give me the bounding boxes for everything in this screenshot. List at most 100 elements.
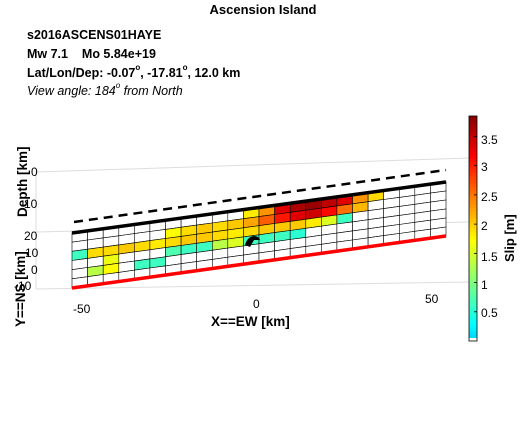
colorbar-step xyxy=(469,249,477,254)
degree-mark: o xyxy=(115,81,121,90)
y-tick: 0 xyxy=(31,263,38,277)
colorbar-step xyxy=(469,214,477,219)
mw-label: Mw 7.1 xyxy=(27,47,68,61)
colorbar-step xyxy=(469,200,477,205)
colorbar-step xyxy=(469,210,477,215)
colorbar-step xyxy=(469,140,477,145)
colorbar-step xyxy=(469,305,477,310)
colorbar-tick: 2 xyxy=(481,219,488,233)
colorbar-step xyxy=(469,168,477,173)
colorbar-step xyxy=(469,316,477,321)
colorbar-tick: 2.5 xyxy=(481,190,498,204)
colorbar-step xyxy=(469,161,477,166)
view-prefix: View angle: 184 xyxy=(27,84,116,99)
colorbar-step xyxy=(469,312,477,317)
colorbar-step xyxy=(469,221,477,226)
x-tick: 0 xyxy=(253,297,260,311)
colorbar-step xyxy=(469,242,477,247)
colorbar-step xyxy=(469,119,477,124)
colorbar-step xyxy=(469,137,477,142)
z-tick: 20 xyxy=(24,229,38,243)
magnitude-line: Mw 7.1 Mo 5.84e+19 xyxy=(27,47,156,61)
colorbar-step xyxy=(469,126,477,131)
surface-trace xyxy=(73,168,447,224)
colorbar-step xyxy=(469,295,477,300)
slip-cells xyxy=(71,181,447,289)
colorbar-step xyxy=(469,288,477,293)
colorbar-step xyxy=(469,133,477,138)
colorbar-tick: 1 xyxy=(481,278,488,292)
y-tick: -10 xyxy=(14,279,32,293)
box-edge xyxy=(35,157,471,173)
colorbar-step xyxy=(469,253,477,258)
fault-bottom-edge xyxy=(71,234,447,290)
colorbar-step xyxy=(469,298,477,303)
colorbar-step xyxy=(469,179,477,184)
colorbar-step xyxy=(469,309,477,314)
colorbar-tick: 3 xyxy=(481,160,488,174)
colorbar-step xyxy=(469,144,477,149)
view-angle-line: View angle: 184o from North xyxy=(27,81,183,99)
colorbar-step xyxy=(469,277,477,282)
colorbar-step xyxy=(469,186,477,191)
fault-lines xyxy=(71,168,447,290)
colorbar-step xyxy=(469,182,477,187)
colorbar-step xyxy=(469,302,477,307)
colorbar-step xyxy=(469,158,477,163)
colorbar-step xyxy=(469,270,477,275)
x-tick: -50 xyxy=(73,302,91,316)
colorbar-step xyxy=(469,246,477,251)
z-tick: 0 xyxy=(31,165,38,179)
colorbar-step xyxy=(469,207,477,212)
colorbar-step xyxy=(469,172,477,177)
x-axis-label: X==EW [km] xyxy=(211,314,290,329)
colorbar-step xyxy=(469,235,477,240)
colorbar-step xyxy=(469,274,477,279)
colorbar-step xyxy=(469,224,477,229)
colorbar-step xyxy=(469,175,477,180)
event-id: s2016ASCENS01HAYE xyxy=(27,28,162,42)
colorbar-step xyxy=(469,203,477,208)
fault-top-edge xyxy=(71,180,447,235)
location-suffix: , 12.0 km xyxy=(187,66,241,81)
colorbar-step xyxy=(469,239,477,244)
colorbar-step xyxy=(469,123,477,128)
hypocenter-marker xyxy=(245,235,260,247)
colorbar-step xyxy=(469,260,477,265)
colorbar-step xyxy=(469,291,477,296)
colorbar-step xyxy=(469,154,477,159)
colorbar-step xyxy=(469,267,477,272)
colorbar-step xyxy=(469,116,477,121)
location-line: Lat/Lon/Dep: -0.07o, -17.81o, 12.0 km xyxy=(27,63,241,81)
colorbar-step xyxy=(469,228,477,233)
colorbar-step xyxy=(469,151,477,156)
colorbar-step xyxy=(469,130,477,135)
colorbar-step xyxy=(469,189,477,194)
colorbar-step xyxy=(469,326,477,331)
chart-title: Ascension Island xyxy=(209,2,317,17)
colorbar-tick: 3.5 xyxy=(481,133,498,147)
colorbar-step xyxy=(469,284,477,289)
z-tick: 10 xyxy=(24,197,38,211)
colorbar-tick: 1.5 xyxy=(481,250,498,264)
location-prefix: Lat/Lon/Dep: -0.07 xyxy=(27,66,136,81)
colorbar-step xyxy=(469,193,477,198)
colorbar-label: Slip [m] xyxy=(502,214,517,262)
colorbar-step xyxy=(469,147,477,152)
colorbar-step xyxy=(469,337,477,342)
mo-label: Mo 5.84e+19 xyxy=(81,47,156,61)
colorbar-frame xyxy=(468,115,478,342)
colorbar-step xyxy=(469,217,477,222)
colorbar-step xyxy=(469,323,477,328)
y-tick: 10 xyxy=(25,246,39,260)
colorbar-step xyxy=(469,232,477,237)
colorbar-step xyxy=(469,333,477,338)
colorbar-step xyxy=(469,256,477,261)
colorbar-tick: 0.5 xyxy=(481,306,498,320)
degree-mark: o xyxy=(182,63,188,72)
colorbar-step xyxy=(469,196,477,201)
colorbar-step xyxy=(469,165,477,170)
location-mid: , -17.81 xyxy=(140,66,183,81)
